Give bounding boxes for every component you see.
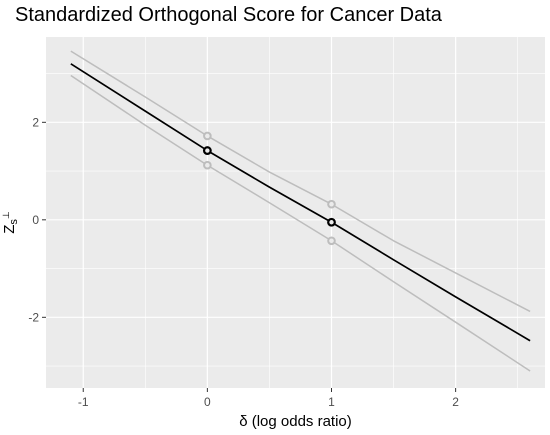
y-axis-title-main: Z	[1, 225, 18, 234]
y-axis-title-superscript: ⊥	[1, 211, 11, 219]
x-tick-label: 0	[204, 395, 211, 409]
lower-band-point	[203, 160, 212, 170]
estimate-line	[70, 63, 531, 342]
x-tick-label: -1	[78, 395, 89, 409]
y-axis-title-subscript: s	[8, 219, 20, 225]
y-axis: -2 0 2	[28, 115, 46, 324]
plot-panel	[46, 37, 545, 388]
x-tick-label: 1	[328, 395, 335, 409]
upper-band-point	[203, 131, 212, 141]
x-axis-title: δ (log odds ratio)	[239, 413, 352, 430]
estimate-point	[202, 146, 212, 155]
y-tick-label: 2	[32, 115, 39, 129]
upper-band-line	[70, 50, 531, 313]
y-tick-label: 0	[32, 213, 39, 227]
x-tick-label: 2	[452, 395, 459, 409]
upper-band-point	[327, 199, 336, 209]
minor-grid	[46, 37, 545, 388]
lower-band-point	[327, 236, 336, 246]
lower-band-line	[70, 74, 531, 372]
series-layer	[70, 50, 531, 372]
chart-title: Standardized Orthogonal Score for Cancer…	[15, 4, 442, 26]
major-grid	[46, 37, 545, 388]
y-tick-label: -2	[28, 310, 39, 324]
y-axis-title: Zs⊥	[1, 211, 20, 234]
x-axis: -1 0 1 2	[78, 388, 459, 409]
points-layer	[202, 131, 336, 246]
estimate-point	[327, 217, 336, 227]
